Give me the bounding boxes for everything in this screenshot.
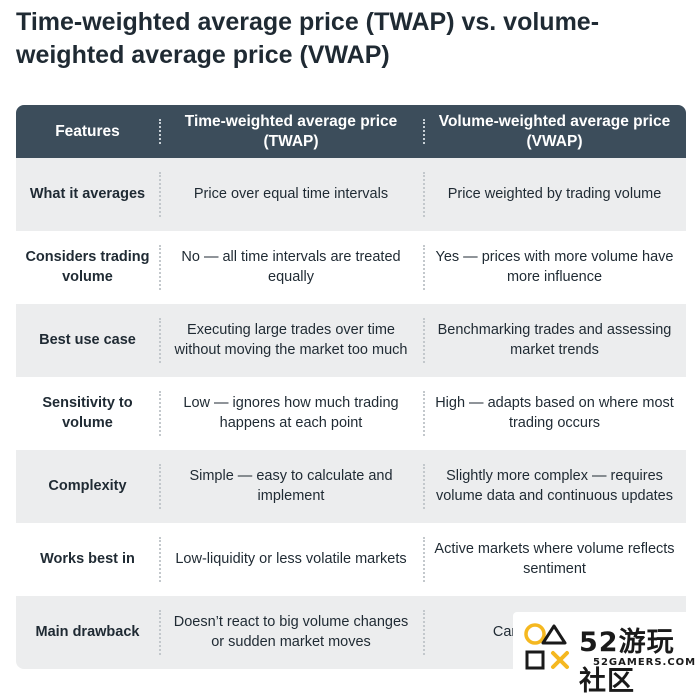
table-header: Features Time-weighted average price (TW…	[16, 105, 686, 158]
vwap-cell: High — adapts based on where most tradin…	[423, 377, 686, 450]
vwap-cell: Slightly more complex — requires volume …	[423, 450, 686, 523]
twap-cell: Low — ignores how much trading happens a…	[159, 377, 423, 450]
vwap-cell: Price weighted by trading volume	[423, 158, 686, 231]
header-features: Features	[55, 122, 120, 140]
feature-cell: What it averages	[29, 185, 146, 202]
header-vwap: Volume-weighted average price (VWAP)	[423, 105, 686, 158]
feature-cell: Best use case	[39, 331, 136, 348]
twap-cell: Executing large trades over time without…	[159, 304, 423, 377]
gamepad-logo-icon	[524, 623, 569, 670]
watermark-overlay: 52游玩社区 52GAMERS.COM	[513, 612, 700, 697]
page-title: Time-weighted average price (TWAP) vs. v…	[16, 8, 600, 69]
twap-cell: Doesn’t react to big volume changes or s…	[159, 596, 423, 669]
feature-cell: Sensitivity to volume	[42, 395, 133, 431]
table-row: Best use case Executing large trades ove…	[16, 304, 686, 377]
watermark-domain: 52GAMERS.COM	[593, 657, 697, 668]
table-row: Works best in Low-liquidity or less vola…	[16, 523, 686, 596]
feature-cell: Works best in	[40, 550, 135, 567]
table-row: Complexity Simple — easy to calculate an…	[16, 450, 686, 523]
table-row: Considers trading volume No — all time i…	[16, 231, 686, 304]
vwap-cell: Active markets where volume reflects sen…	[423, 523, 686, 596]
comparison-table: Features Time-weighted average price (TW…	[16, 105, 686, 669]
vwap-cell: Benchmarking trades and assessing market…	[423, 304, 686, 377]
twap-cell: Price over equal time intervals	[159, 158, 423, 231]
watermark-brand: 52游玩社区	[579, 627, 675, 697]
feature-cell: Complexity	[48, 477, 127, 494]
twap-cell: Low-liquidity or less volatile markets	[159, 523, 423, 596]
table-row: What it averages Price over equal time i…	[16, 158, 686, 231]
table-row: Sensitivity to volume Low — ignores how …	[16, 377, 686, 450]
twap-cell: Simple — easy to calculate and implement	[159, 450, 423, 523]
vwap-cell: Yes — prices with more volume have more …	[423, 231, 686, 304]
feature-cell: Considers trading volume	[25, 249, 150, 285]
twap-cell: No — all time intervals are treated equa…	[159, 231, 423, 304]
feature-cell: Main drawback	[35, 623, 140, 640]
header-twap: Time-weighted average price (TWAP)	[159, 105, 423, 158]
